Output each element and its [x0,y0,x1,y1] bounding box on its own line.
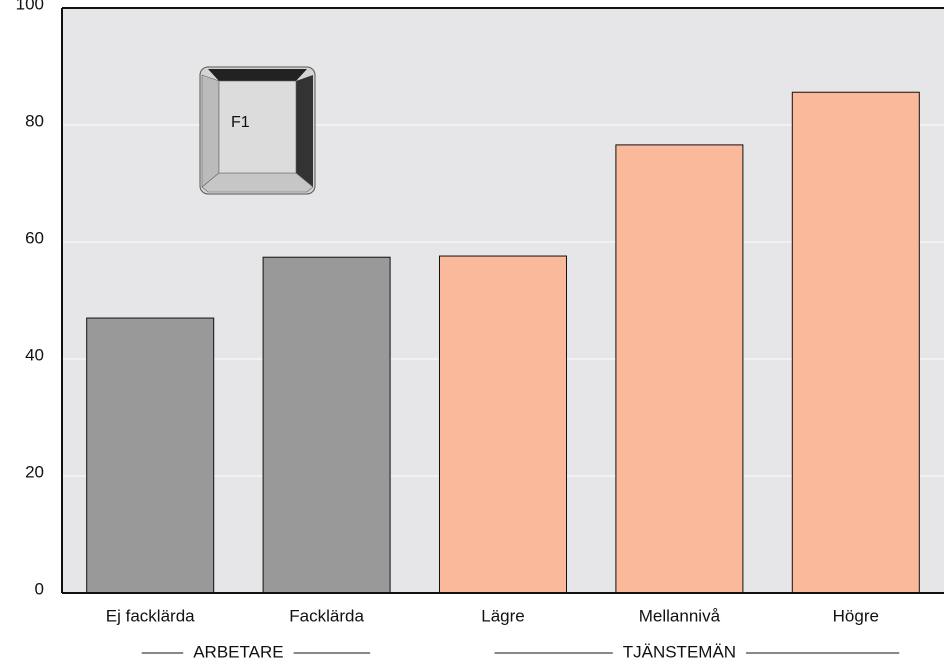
bar [86,317,215,594]
bar [791,91,920,594]
group-label: TJÄNSTEMÄN [623,642,736,661]
bar [438,255,568,594]
key-label: F1 [231,114,250,131]
x-tick-label: Mellannivå [639,606,721,625]
x-tick-label: Facklärda [289,606,364,625]
group-label: ARBETARE [193,642,283,661]
x-tick-label: Högre [833,606,879,625]
key-icon: F1 [199,66,316,195]
y-tick-label: 0 [35,579,44,598]
bar [615,144,744,594]
y-tick-label: 80 [25,111,44,130]
x-tick-label: Ej facklärda [106,606,195,625]
y-tick-label: 60 [25,228,44,247]
x-tick-label: Lägre [481,606,524,625]
y-tick-label: 100 [16,0,44,13]
bar [262,256,391,594]
y-tick-label: 20 [25,462,44,481]
y-tick-label: 40 [25,345,44,364]
